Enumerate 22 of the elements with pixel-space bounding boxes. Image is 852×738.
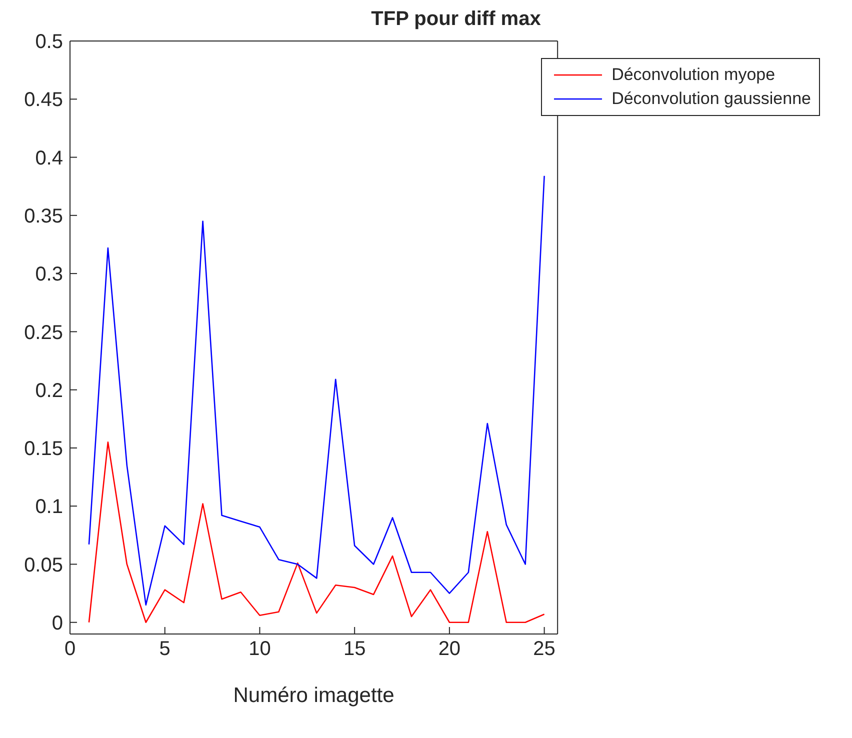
y-tick-label: 0.2 (35, 380, 63, 402)
line-series (88, 175, 545, 606)
x-tick-label: 25 (533, 638, 556, 660)
y-tick-label: 0.3 (35, 264, 63, 286)
x-tick-label: 15 (343, 638, 366, 660)
legend-label: Déconvolution gaussienne (612, 88, 811, 110)
y-tick-label: 0.45 (24, 89, 63, 112)
x-axis-title: Numéro imagette (233, 684, 394, 707)
y-tick-label: 0.25 (24, 322, 63, 344)
legend-label: Déconvolution myope (612, 64, 776, 86)
y-tick-label: 0.1 (35, 496, 63, 518)
x-tick-label: 20 (438, 638, 461, 660)
y-tick-label: 0.35 (24, 206, 63, 228)
x-tick-label: 10 (248, 638, 271, 660)
x-tick-label: 5 (159, 638, 170, 660)
y-tick-label: 0 (52, 612, 63, 634)
line-series (88, 441, 545, 624)
y-tick-label: 0.5 (35, 31, 63, 54)
y-tick-label: 0.4 (35, 147, 63, 170)
chart-title: TFP pour diff max (371, 8, 541, 30)
y-tick-label: 0.15 (24, 438, 63, 460)
y-tick-label: 0.05 (24, 554, 63, 576)
